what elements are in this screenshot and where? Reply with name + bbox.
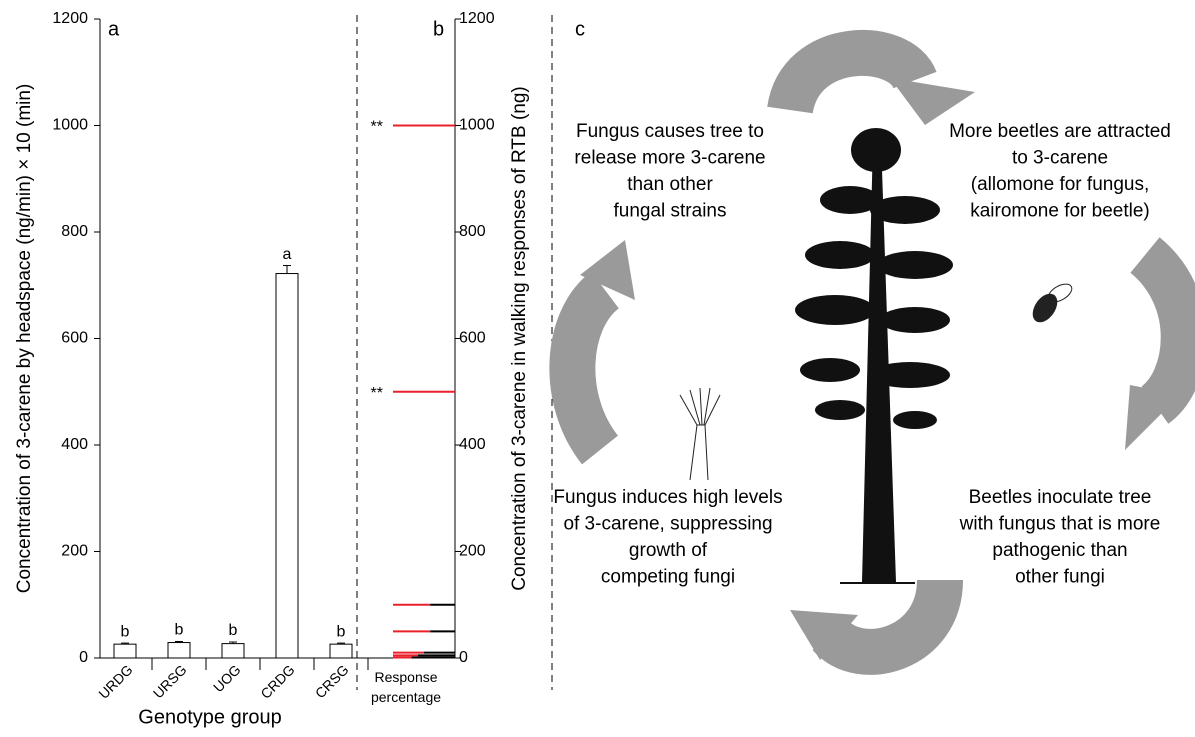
- y-tick-label: 0: [459, 649, 468, 666]
- fungus-sketch: [680, 388, 720, 480]
- y-tick-label: 200: [459, 543, 486, 560]
- y-tick-label: 200: [61, 543, 88, 560]
- caption-line: (allomone for fungus,: [971, 174, 1150, 195]
- caption-line: than other: [627, 174, 713, 195]
- y-axis-title: Concentration of 3-carene by headspace (…: [14, 84, 35, 594]
- bar: [168, 643, 190, 658]
- caption-line: competing fungi: [601, 567, 735, 588]
- tree: [795, 128, 953, 583]
- figure: a 0 200 400 600 800 1000 1200 Concentration of 3…: [0, 0, 1195, 732]
- x-axis-title: Genotype group: [138, 706, 281, 728]
- panel-label: b: [433, 18, 444, 40]
- caption-line: pathogenic than: [992, 540, 1127, 561]
- x-tick-label: URDG: [95, 661, 135, 701]
- bar: [330, 644, 352, 658]
- y-tick-label: 1200: [459, 10, 495, 27]
- significance-letter: b: [121, 623, 130, 640]
- caption-line: growth of: [629, 540, 708, 561]
- caption-line: Fungus induces high levels: [553, 487, 782, 508]
- significance-mark: **: [371, 119, 383, 136]
- caption-line: fungal strains: [613, 201, 726, 222]
- y-axis-title: Concentration of 3-carene in walking res…: [509, 86, 530, 590]
- significance-letter: b: [175, 622, 184, 639]
- panel-label: c: [575, 18, 585, 40]
- bar: [276, 274, 298, 658]
- y-tick-label: 0: [79, 649, 88, 666]
- y-tick-label: 1000: [459, 117, 495, 134]
- y-tick-label: 1200: [52, 10, 88, 27]
- caption-line: with fungus that is more: [959, 514, 1161, 535]
- bar: [114, 644, 136, 658]
- y-tick-label: 600: [459, 330, 486, 347]
- y-tick-label: 600: [61, 330, 88, 347]
- caption-line: Fungus causes tree to: [576, 121, 764, 142]
- y-tick-label: 1000: [52, 117, 88, 134]
- significance-mark: **: [371, 385, 383, 402]
- y-tick-label: 400: [459, 436, 486, 453]
- caption-line: release more 3-carene: [574, 148, 765, 169]
- x-tick-label: URSG: [150, 661, 190, 701]
- caption-line: More beetles are attracted: [949, 121, 1171, 142]
- x-tick-label: UOG: [210, 661, 244, 695]
- bar: [222, 644, 244, 658]
- caption-line: other fungi: [1015, 567, 1105, 588]
- panel-label: a: [108, 18, 120, 40]
- caption-line: kairomone for beetle): [970, 201, 1150, 222]
- x-axis-title-line: percentage: [371, 689, 441, 705]
- y-tick-label: 800: [61, 223, 88, 240]
- x-axis-title: Response percentage: [371, 669, 441, 705]
- significance-letter: b: [337, 623, 346, 640]
- caption-line: of 3-carene, suppressing: [563, 514, 772, 535]
- significance-letter: a: [283, 246, 292, 263]
- x-tick-label: CRDG: [257, 661, 297, 701]
- x-tick-label: CRSG: [312, 661, 352, 701]
- significance-letter: b: [229, 622, 238, 639]
- y-tick-label: 400: [61, 436, 88, 453]
- beetle: [1028, 280, 1075, 326]
- caption-line: Beetles inoculate tree: [969, 487, 1152, 508]
- x-axis-title-line: Response: [374, 669, 437, 685]
- caption-line: to 3-carene: [1012, 148, 1108, 169]
- y-tick-label: 800: [459, 223, 486, 240]
